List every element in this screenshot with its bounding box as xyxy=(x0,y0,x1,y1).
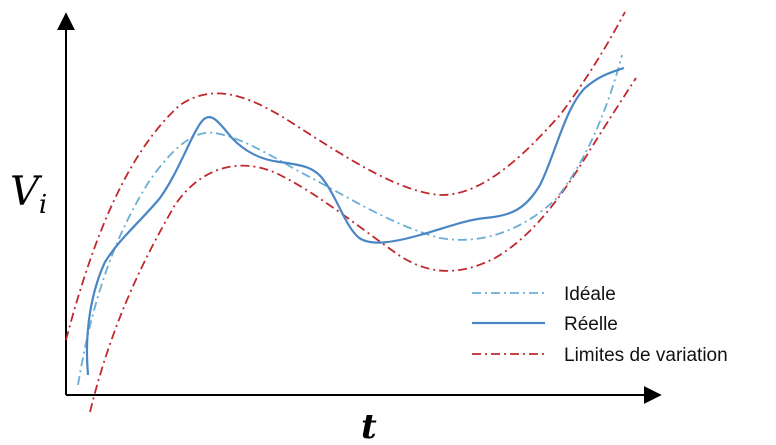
real-curve xyxy=(87,68,624,375)
x-axis-label: t xyxy=(361,407,377,445)
y-axis-label: Vi xyxy=(10,169,47,220)
lower-limit-curve xyxy=(90,78,636,412)
legend-item-limits: Limites de variation xyxy=(472,345,728,366)
legend-label-real: Réelle xyxy=(564,314,618,335)
legend: Idéale Réelle Limites de variation xyxy=(472,284,728,366)
legend-item-ideal: Idéale xyxy=(472,284,616,305)
legend-label-limits: Limites de variation xyxy=(564,345,728,366)
upper-limit-curve xyxy=(66,12,625,340)
legend-label-ideal: Idéale xyxy=(564,284,616,305)
legend-item-real: Réelle xyxy=(472,314,618,335)
